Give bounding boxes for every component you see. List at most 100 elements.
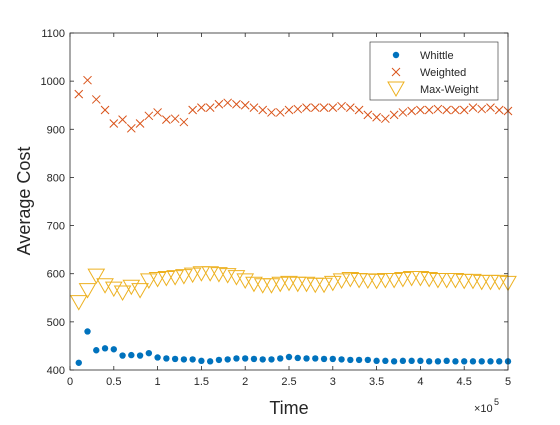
data-point [232,99,241,109]
data-point [135,119,145,128]
x-tick-label: 2.5 [281,376,296,388]
data-point [206,358,214,365]
data-point [345,103,355,112]
data-point [459,105,469,115]
data-point [434,358,442,365]
data-point [148,271,167,288]
data-point [139,273,158,289]
data-point [268,356,275,363]
data-point [145,349,153,357]
data-point [302,103,311,112]
data-point [166,270,184,286]
data-point [469,358,477,365]
data-point [398,108,408,117]
x-tick-label: 1.5 [194,376,209,388]
data-point [162,115,171,125]
data-point [250,355,258,363]
data-point [481,274,500,291]
data-point [233,355,240,362]
data-point [407,106,416,116]
data-point [425,358,433,365]
data-point [267,108,276,117]
data-point [451,105,460,115]
data-point [69,295,88,311]
data-point [293,104,303,114]
data-point [198,357,205,365]
data-point [258,105,268,115]
data-point [214,99,224,109]
data-point [408,357,415,365]
y-tick-label: 500 [47,317,65,329]
data-point [227,270,246,286]
x-tick-label: 4 [417,376,423,388]
data-point [277,355,284,362]
data-point [119,352,126,359]
data-point [429,272,447,289]
data-point [183,267,202,284]
legend-box [369,41,499,101]
data-point [288,276,307,293]
data-point [113,285,132,301]
data-point [487,358,494,365]
data-point [84,328,91,335]
x-tick-label: 0 [67,376,73,388]
data-point [294,354,301,362]
data-point [303,355,310,362]
data-point [373,357,380,365]
y-tick-label: 700 [47,221,65,233]
data-point [100,105,110,115]
data-point [271,276,290,293]
data-point [402,271,421,287]
data-point [75,359,82,366]
data-point [442,105,452,115]
x-axis-ticks: 0 0.5 1 1.5 2 2.5 3 3.5 4 4.5 5 [67,33,511,388]
data-point [109,119,119,128]
data-point [188,105,197,115]
data-point [259,356,266,363]
data-point [284,105,294,115]
data-point [249,103,259,112]
data-point [332,273,351,289]
data-point [240,100,250,110]
x-tick-label: 0.5 [106,376,121,388]
legend-item: Whittle [392,50,454,62]
data-point [329,355,336,363]
data-point [96,278,114,294]
data-point [180,356,188,363]
data-point [118,115,127,125]
legend-item: Weighted [391,67,466,79]
data-point [455,273,474,290]
series-max-weight [69,266,517,311]
x-tick-label: 3 [330,376,336,388]
data-point [154,354,161,361]
data-point [101,345,109,352]
data-point [494,105,504,115]
data-point [468,103,478,112]
data-point [437,272,456,289]
data-point [385,272,403,289]
data-point [310,103,320,112]
legend-label: Max-Weight [420,84,478,96]
data-point [433,104,443,114]
data-point [253,278,272,294]
data-point [306,277,325,294]
data-point [364,356,372,364]
y-axis-label: Average Cost [14,147,34,256]
data-point [87,268,106,285]
data-point [83,75,92,85]
data-point [144,111,154,121]
data-point [367,273,386,290]
data-point [354,105,364,115]
data-point [262,278,281,294]
data-point [338,356,345,363]
data-point [189,356,196,363]
data-point [477,104,487,114]
y-tick-label: 400 [47,365,65,377]
data-point [170,114,180,124]
legend-marker [387,81,405,98]
data-point [285,353,293,361]
legend-marker [391,67,401,77]
x-exponent: ×10 5 [474,397,499,415]
data-point [224,356,231,363]
